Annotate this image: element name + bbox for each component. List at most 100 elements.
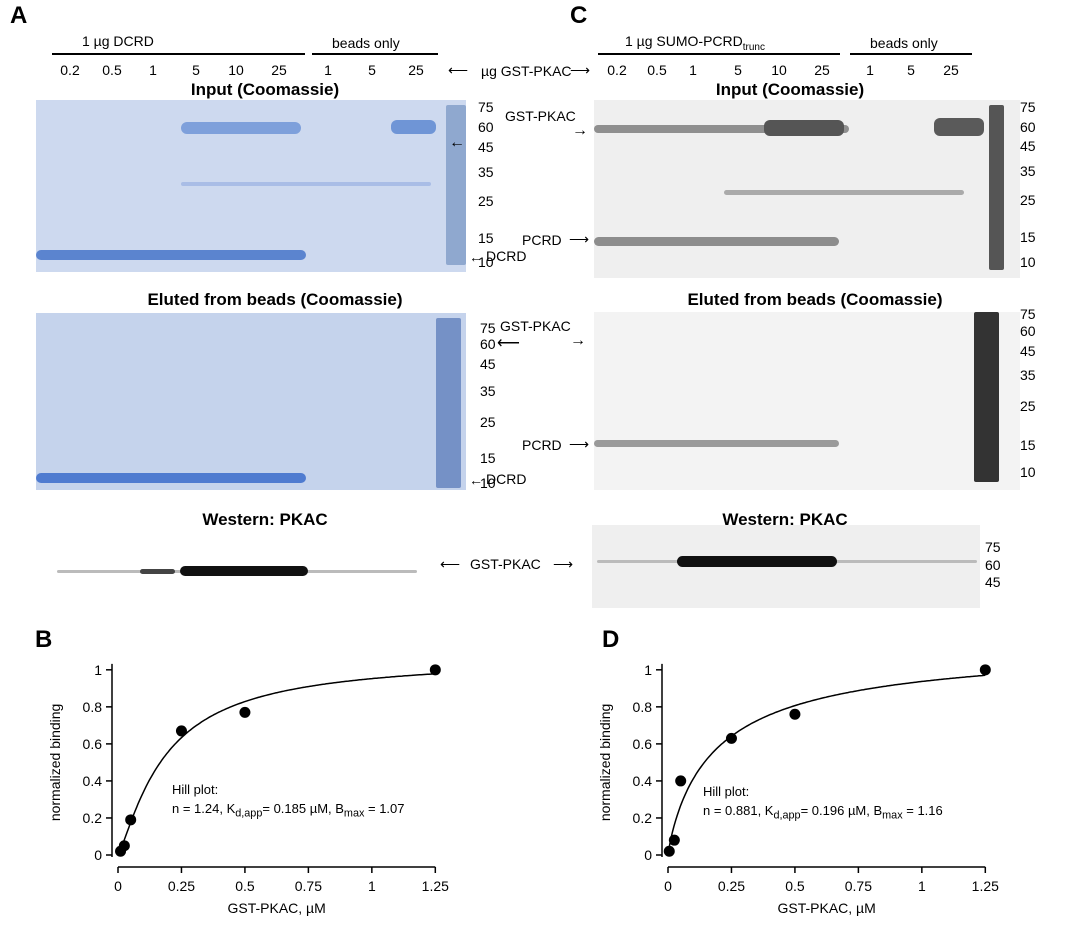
hill-params-b: n = 1.24, Kd,app= 0.185 µM, Bmax = 1.07 [172,801,405,820]
x-tick-label-b-0: 0 [114,878,122,894]
band-25-c [724,190,964,195]
unit-arrow-right: ⟶ [570,62,591,78]
label-pcrd-eluted: PCRD [522,437,562,453]
x-axis-label-d: GST-PKAC, µM [777,900,875,916]
data-point-b-4 [175,725,187,737]
panel-label-d: D [602,626,620,653]
marker-input-a-60: 60 [478,119,494,135]
y-tick-label-d-1: 1 [644,662,652,678]
y-tick-label-d-0.6: 0.6 [633,736,653,752]
fit-curve-d [668,674,986,847]
x-tick-label-d-1: 1 [918,878,926,894]
y-tick-label-d-0.4: 0.4 [633,773,653,789]
hill-plot-b: 0 0.2 0.4 0.6 0.8 1 0 0.25 0.5 0.75 1 1.25 GST-PKAC,… [47,662,449,916]
band-25-a [181,182,431,186]
y-tick-label-b-0.8: 0.8 [83,699,103,715]
group-label-beads-a: beads only [332,35,400,51]
lane-label-c-6: 25 [814,62,830,78]
hill-kd-sub-d: d,app [773,809,801,822]
unit-arrow-left: ⟵ [448,62,469,78]
marker-eluted-c-45: 45 [1020,343,1036,359]
hill-bmax-sub-d: max [882,809,903,822]
western-title-a: Western: PKAC [202,510,328,529]
marker-input-c-15: 15 [1020,229,1036,245]
group-label-sumo-main: 1 µg SUMO-PCRD [625,33,743,49]
x-tick-label-b-0.5: 0.5 [235,878,255,894]
label-dcrd-eluted: DCRD [486,471,527,487]
gel-input-c [594,100,1020,278]
data-point-d-5 [789,708,801,720]
arrow-gst-pkac-eluted-a: ⟵ [497,335,520,352]
marker-input-c-60: 60 [1020,119,1036,135]
arrow-western-c: ⟶ [553,556,574,572]
group-label-beads-c: beads only [870,35,938,51]
lane-label-a-9: 25 [408,62,424,78]
lane-label-c-9: 25 [943,62,959,78]
panel-label-c: C [570,2,588,29]
marker-input-a-75: 75 [478,99,494,115]
marker-input-a-15: 15 [478,230,494,246]
x-tick-label-b-1.25: 1.25 [422,878,449,894]
group-label-sumo: 1 µg SUMO-PCRDtrunc [625,33,765,53]
marker-input-c-25: 25 [1020,192,1036,208]
gst-pkac-band-beads [391,120,436,134]
arrow-gst-pkac-eluted-c: → [570,332,586,349]
arrow-pcrd-eluted: ⟶ [569,436,590,452]
hill-bmax-d: = 1.16 [902,803,943,818]
dcrd-band-row [36,250,306,260]
marker-western-c-60: 60 [985,557,1001,573]
ladder-a [446,105,466,265]
gel-input-a [36,100,466,272]
western-blot-c [592,525,980,608]
hill-n-d: n = 0.881, K [703,803,774,818]
hill-plot-d: 0 0.2 0.4 0.6 0.8 1 0 0.25 0.5 0.75 1 1.25 GST-PKAC,… [597,662,999,916]
hill-kd-b: = 0.185 µM, B [262,801,344,816]
x-tick-label-d-0.5: 0.5 [785,878,805,894]
fit-curve-b [118,673,436,854]
lane-unit-label: µg GST-PKAC [481,63,572,79]
western-band-a-weak [140,569,175,574]
arrow-pcrd-input: ⟶ [569,231,590,247]
lane-label-c-8: 5 [907,62,915,78]
x-tick-label-b-1: 1 [368,878,376,894]
input-title-c: Input (Coomassie) [715,80,865,99]
hill-kd-sub-b: d,app [235,807,263,820]
hill-bmax-sub-b: max [343,807,365,820]
input-title-a: Input (Coomassie) [190,80,340,99]
data-point-b-6 [429,664,441,676]
marker-eluted-c-60: 60 [1020,323,1036,339]
western-band-c [677,556,837,567]
data-point-d-6 [979,664,991,676]
marker-eluted-a-15: 15 [480,450,496,466]
ladder-eluted-c [974,312,999,482]
marker-eluted-a-75: 75 [480,320,496,336]
western-title-c: Western: PKAC [722,510,848,529]
lane-label-a-7: 1 [324,62,332,78]
hill-annotation-d: Hill plot: n = 0.881, Kd,app= 0.196 µM, … [703,784,943,822]
marker-input-a-35: 35 [478,164,494,180]
western-band-a [180,566,308,576]
x-tick-label-d-0: 0 [664,878,672,894]
dcrd-band-eluted [36,473,306,483]
gel-eluted-a [36,313,466,490]
pcrd-band-row [594,237,839,246]
hill-title-d: Hill plot: [703,784,750,799]
group-label-dcrd: 1 µg DCRD [82,33,154,49]
y-axis-label-d: normalized binding [597,704,613,822]
lane-label-c-4: 5 [734,62,742,78]
marker-western-c-75: 75 [985,539,1001,555]
data-point-b-2 [118,840,130,852]
marker-eluted-a-60: 60 [480,336,496,352]
x-axis-label-b: GST-PKAC, µM [227,900,325,916]
ladder-c [989,105,1004,270]
y-tick-label-b-0.6: 0.6 [83,736,103,752]
marker-eluted-c-35: 35 [1020,367,1036,383]
x-tick-label-b-0.75: 0.75 [295,878,322,894]
lane-label-c-1: 0.2 [607,62,627,78]
gst-pkac-band-c [764,120,844,136]
y-tick-label-d-0.2: 0.2 [633,810,653,826]
marker-input-a-25: 25 [478,193,494,209]
lane-label-a-5: 10 [228,62,244,78]
lane-label-c-3: 1 [689,62,697,78]
label-dcrd-input: DCRD [486,248,527,264]
